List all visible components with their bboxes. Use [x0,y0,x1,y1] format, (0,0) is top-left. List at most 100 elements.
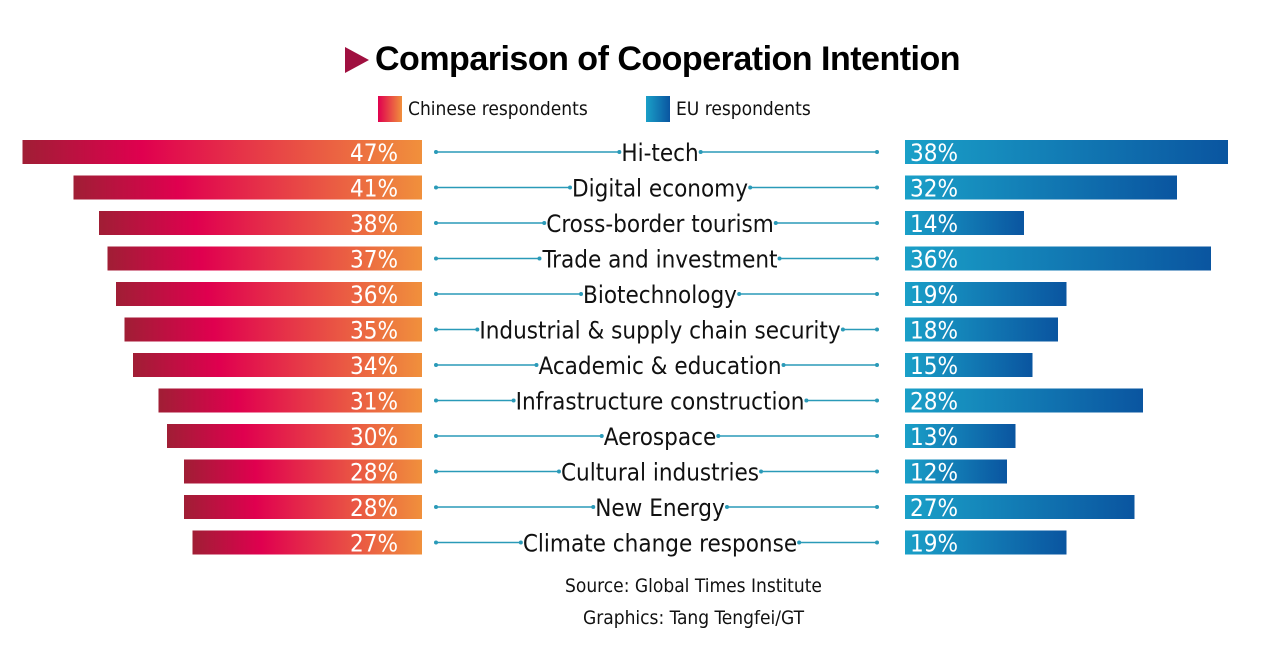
bar-chinese [107,246,422,271]
graphics-credit: Graphics: Tang Tengfei/GT [582,607,805,629]
bar-chinese [158,388,422,413]
bar-eu [905,317,1058,342]
chart-title-text: Comparison of Cooperation Intention [375,40,961,78]
connector-dot [617,150,622,154]
bar-chinese [184,459,422,484]
connector-dot [591,505,596,509]
connector-dot [875,327,879,332]
connector-dot [777,256,782,261]
connector-dot [434,363,438,367]
value-label-chinese: 28% [350,459,398,487]
connector-dot [537,256,542,261]
bar-eu [905,282,1067,306]
connector-dot [434,505,438,509]
bar-eu [905,353,1033,377]
category-label: Climate change response [523,530,797,558]
value-label-chinese: 47% [350,139,398,167]
connector-dot [724,505,729,509]
bar-eu [905,246,1211,271]
connector-dot [840,327,845,332]
connector-dot [568,185,573,190]
connector-dot [434,540,438,545]
connector-dot [434,398,438,403]
value-label-eu: 15% [910,352,958,380]
source-note: Source: Global Times Institute [565,575,822,597]
connector-dot [875,256,879,261]
category-label: Cross-border tourism [546,210,774,238]
bar-eu [905,530,1067,555]
category-label: Academic & education [538,352,781,380]
connector-dot [875,185,879,190]
bar-eu [905,140,1228,164]
bar-eu [905,459,1007,484]
bar-chinese [133,353,422,377]
connector-dot [534,363,539,367]
value-label-chinese: 31% [350,388,398,416]
connector-dot [737,292,742,296]
value-label-eu: 27% [910,494,958,522]
connector-dot [599,434,604,438]
connector-dot [698,150,703,154]
bar-chinese [192,530,422,555]
value-label-chinese: 38% [350,210,398,238]
legend-label-eu: EU respondents [676,98,811,120]
value-label-chinese: 37% [350,246,398,274]
bar-chinese [184,495,422,519]
value-label-eu: 14% [910,210,958,238]
connector-dot [542,221,547,225]
category-label: Infrastructure construction [516,388,805,416]
connector-dot [434,256,438,261]
category-label: Trade and investment [541,246,777,274]
bar-eu [905,424,1016,448]
connector-dot [716,434,721,438]
category-label: Digital economy [572,175,748,203]
bar-chinese [99,211,422,235]
value-label-chinese: 41% [350,175,398,203]
connector-dot [434,469,438,474]
category-label: Industrial & supply chain security [479,317,841,345]
bar-chinese [167,424,422,448]
value-label-chinese: 35% [350,317,398,345]
category-label: Biotechnology [583,281,737,309]
connector-dot [773,221,778,225]
bar-chinese [116,282,422,306]
value-label-chinese: 27% [350,530,398,558]
category-label: Aerospace [604,423,717,451]
connector-dot [434,292,438,296]
category-label: Hi-tech [621,139,698,167]
connector-dot [875,434,879,438]
bar-eu [905,495,1135,519]
legend-eu: EU respondents [646,96,811,122]
legend-chinese: Chinese respondents [378,96,588,122]
value-label-chinese: 34% [350,352,398,380]
value-label-eu: 38% [910,139,958,167]
connector-dot [781,363,786,367]
value-label-chinese: 30% [350,423,398,451]
legend-label-chinese: Chinese respondents [408,98,588,120]
value-label-eu: 18% [910,317,958,345]
bar-eu [905,211,1024,235]
value-label-eu: 19% [910,530,958,558]
value-label-eu: 12% [910,459,958,487]
category-label: Cultural industries [561,459,759,487]
connector-dot [556,469,561,474]
connector-dot [475,327,480,332]
value-label-eu: 32% [910,175,958,203]
connector-dot [434,434,438,438]
connector-dot [759,469,764,474]
connector-dot [748,185,753,190]
connector-dot [579,292,584,296]
connector-dot [797,540,802,545]
bar-eu [905,175,1177,200]
connector-dot [434,185,438,190]
connector-dot [875,150,879,154]
connector-dot [875,540,879,545]
triangle-marker-icon [345,46,369,73]
bar-eu [905,388,1143,413]
legend-swatch-chinese [378,96,402,122]
value-label-chinese: 36% [350,281,398,309]
value-label-eu: 36% [910,246,958,274]
value-label-eu: 13% [910,423,958,451]
connector-dot [875,505,879,509]
